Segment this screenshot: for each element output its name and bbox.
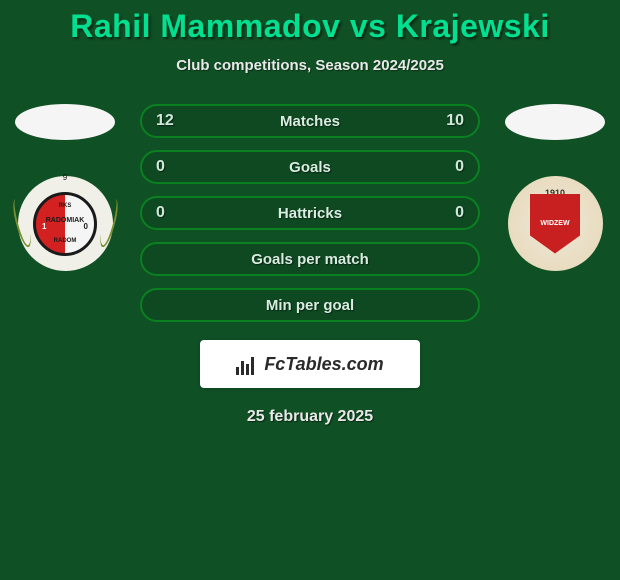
- stat-label: Goals per match: [180, 251, 440, 268]
- wreath-right-icon: [96, 197, 121, 248]
- badge-num-left: 1: [42, 223, 46, 232]
- badge-num-top: 9: [63, 173, 67, 182]
- shield-text: WIDZEW: [540, 220, 569, 227]
- main-area: 9 RKS RADOMIAK RADOM 1 0 12 Matches 10 0…: [0, 104, 620, 322]
- left-club-badge: 9 RKS RADOMIAK RADOM 1 0: [18, 176, 113, 271]
- right-flag-icon: [505, 104, 605, 140]
- brand-name: FcTables.com: [264, 354, 383, 375]
- comparison-card: Rahil Mammadov vs Krajewski Club competi…: [0, 0, 620, 426]
- stat-left-value: 0: [156, 204, 180, 222]
- stat-left-value: 12: [156, 112, 180, 130]
- stat-left-value: 0: [156, 158, 180, 176]
- stat-right-value: 0: [440, 158, 464, 176]
- left-player-column: 9 RKS RADOMIAK RADOM 1 0: [10, 104, 120, 271]
- wreath-left-icon: [9, 197, 34, 248]
- stat-row-matches: 12 Matches 10: [140, 104, 480, 138]
- stat-label: Matches: [180, 113, 440, 130]
- stat-label: Goals: [180, 159, 440, 176]
- badge-shield-icon: WIDZEW: [530, 194, 580, 254]
- badge-inner-circle: RKS RADOMIAK RADOM 1 0: [33, 192, 97, 256]
- stat-label: Hattricks: [180, 205, 440, 222]
- badge-num-right: 0: [84, 223, 88, 232]
- badge-text-mid: RADOMIAK: [46, 217, 85, 225]
- stat-row-min-per-goal: Min per goal: [140, 288, 480, 322]
- badge-text-top: RKS: [59, 203, 72, 210]
- page-title: Rahil Mammadov vs Krajewski: [0, 8, 620, 45]
- stats-column: 12 Matches 10 0 Goals 0 0 Hattricks 0 Go…: [140, 104, 480, 322]
- stat-label: Min per goal: [180, 297, 440, 314]
- badge-text-bot: RADOM: [54, 238, 77, 245]
- footer-date: 25 february 2025: [0, 408, 620, 426]
- stat-right-value: 10: [440, 112, 464, 130]
- brand-badge[interactable]: FcTables.com: [200, 340, 420, 388]
- page-subtitle: Club competitions, Season 2024/2025: [0, 57, 620, 74]
- bar-chart-icon: [236, 353, 258, 375]
- stat-row-goals: 0 Goals 0: [140, 150, 480, 184]
- right-player-column: 1910 WIDZEW: [500, 104, 610, 271]
- stat-row-goals-per-match: Goals per match: [140, 242, 480, 276]
- stat-right-value: 0: [440, 204, 464, 222]
- stat-row-hattricks: 0 Hattricks 0: [140, 196, 480, 230]
- left-flag-icon: [15, 104, 115, 140]
- right-club-badge: 1910 WIDZEW: [508, 176, 603, 271]
